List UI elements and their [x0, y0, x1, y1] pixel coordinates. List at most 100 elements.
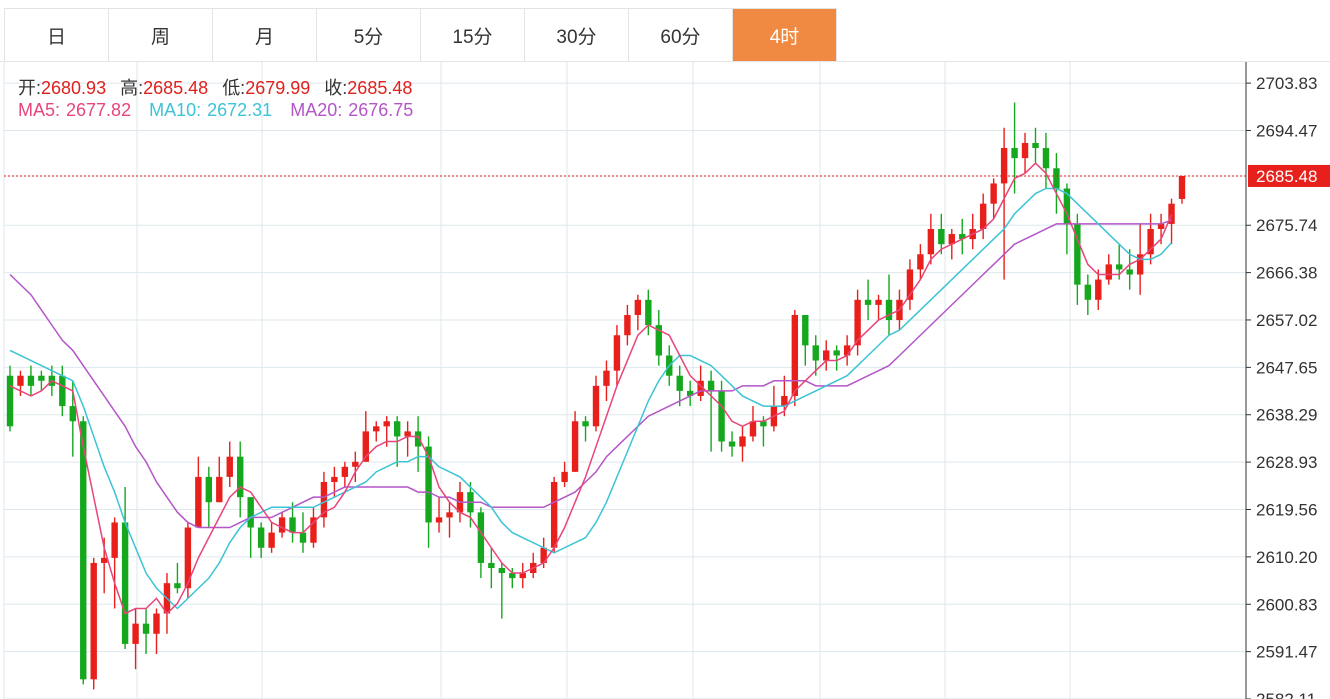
price-tick-label: 2582.11 — [1256, 690, 1316, 699]
candle-body — [1147, 228, 1154, 255]
candle-body — [718, 390, 725, 442]
candle-body — [17, 375, 24, 386]
candle-body — [100, 557, 108, 563]
candle-body — [676, 375, 683, 391]
candle-body — [990, 183, 997, 204]
candle-body — [509, 573, 516, 579]
ma10-value: 2672.31 — [207, 100, 273, 120]
tabs-divider — [0, 61, 1330, 62]
candle-body — [592, 385, 600, 427]
high-label: 高: — [120, 78, 144, 98]
candle-body — [561, 471, 568, 482]
candle-body — [132, 623, 139, 644]
candle-body — [59, 375, 66, 407]
candle-body — [979, 203, 987, 229]
candle-body — [226, 456, 233, 477]
candle-body — [80, 421, 87, 680]
ma10-line — [9, 187, 1173, 610]
candle-body — [1157, 223, 1165, 229]
tab-2[interactable]: 月 — [213, 9, 317, 61]
candle-body — [645, 299, 652, 326]
candle-body — [373, 426, 380, 432]
candle-body — [959, 234, 966, 240]
candle-body — [341, 466, 349, 477]
candle-body — [1063, 188, 1071, 224]
candle-body — [352, 461, 359, 467]
price-tick-label: 2628.93 — [1256, 453, 1317, 472]
candle-body — [1021, 142, 1029, 159]
candle-body — [634, 299, 642, 315]
candle-body — [603, 370, 610, 386]
candle-body — [823, 350, 830, 361]
open-label: 开: — [18, 78, 42, 98]
candle-body — [69, 406, 76, 422]
candle-body — [1105, 264, 1112, 280]
tab-6[interactable]: 60分 — [629, 9, 733, 61]
candle-body — [812, 345, 819, 361]
candle-body — [383, 421, 390, 427]
candle-body — [111, 522, 118, 558]
candle-body — [613, 335, 621, 371]
candle-body — [498, 567, 506, 574]
candle-body — [624, 314, 631, 336]
candle-body — [268, 532, 275, 548]
ma20-line — [9, 219, 1172, 529]
candle-body — [843, 345, 851, 356]
candle-body — [728, 441, 736, 447]
candle-body — [362, 431, 369, 462]
tab-7[interactable]: 4时 — [733, 9, 837, 61]
candle-body — [833, 350, 840, 356]
tab-0[interactable]: 日 — [5, 9, 109, 61]
candle-body — [781, 395, 788, 407]
candle-body — [247, 497, 254, 528]
candle-body — [927, 228, 935, 255]
price-tick-label: 2638.29 — [1256, 406, 1317, 425]
candle-body — [948, 234, 955, 245]
ma5-line — [9, 162, 1173, 615]
candle-body — [153, 613, 160, 634]
ma5-label: MA5: — [18, 100, 61, 120]
candle-body — [1168, 203, 1175, 224]
price-tick-label: 2694.47 — [1256, 121, 1317, 140]
candle-body — [760, 421, 767, 427]
candle-body — [216, 476, 223, 503]
ma20-value: 2676.75 — [348, 100, 414, 120]
candle-body — [802, 314, 809, 346]
candle-body — [205, 476, 213, 503]
candle-body — [289, 517, 296, 533]
tab-1[interactable]: 周 — [109, 9, 213, 61]
candle-body — [906, 269, 914, 300]
price-tick-label: 2591.47 — [1256, 643, 1317, 662]
low-label: 低: — [222, 78, 246, 98]
candle-body — [237, 456, 244, 498]
close-value: 2685.48 — [347, 78, 413, 98]
price-tick-label: 2647.65 — [1256, 358, 1317, 377]
candle-body — [1116, 264, 1123, 270]
high-value: 2685.48 — [143, 78, 209, 98]
candle-body — [404, 431, 411, 437]
candle-body — [393, 421, 401, 437]
candle-body — [540, 547, 547, 563]
candle-body — [1042, 148, 1050, 169]
period-tabs: 日周月 5分 15分 30分 60分 4时 — [4, 8, 837, 62]
price-tick-label: 2610.20 — [1256, 548, 1317, 567]
price-tick-label: 2703.83 — [1256, 74, 1317, 93]
candle-body — [917, 254, 924, 270]
low-value: 2679.99 — [245, 78, 311, 98]
tab-5[interactable]: 30分 — [525, 9, 629, 61]
candle-body — [310, 517, 317, 543]
ma5-value: 2677.82 — [66, 100, 132, 120]
candle-body — [195, 476, 202, 528]
candle-body — [299, 532, 307, 543]
candle-body — [571, 421, 579, 472]
candle-body — [854, 299, 861, 346]
candle-body — [257, 527, 265, 548]
candle-body — [686, 390, 694, 396]
tab-3[interactable]: 5分 — [317, 9, 421, 61]
ma20-label: MA20: — [290, 100, 343, 120]
candle-body — [278, 517, 286, 533]
candle-body — [488, 562, 495, 568]
open-value: 2680.93 — [41, 78, 107, 98]
tab-4[interactable]: 15分 — [421, 9, 525, 61]
candle-body — [27, 375, 35, 386]
